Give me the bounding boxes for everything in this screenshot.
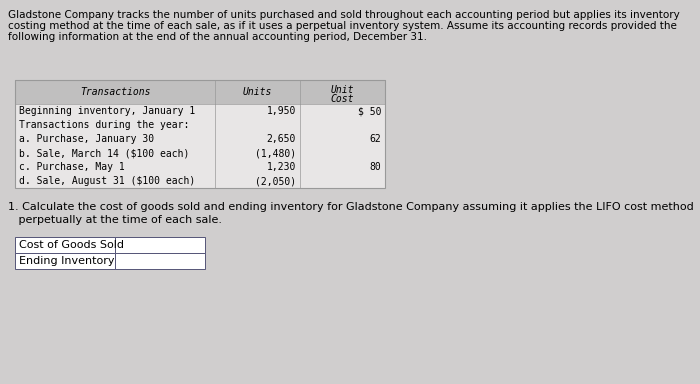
Text: Units: Units	[243, 87, 272, 97]
Bar	[15, 80, 385, 188]
Text: following information at the end of the annual accounting period, December 31.: following information at the end of the …	[8, 32, 427, 42]
Text: Transactions: Transactions	[80, 87, 150, 97]
Text: 1,230: 1,230	[267, 162, 296, 172]
Bar	[15, 104, 385, 118]
Text: b. Sale, March 14 ($100 each): b. Sale, March 14 ($100 each)	[19, 148, 190, 158]
Bar	[15, 160, 385, 174]
Bar	[15, 132, 385, 146]
Text: Beginning inventory, January 1: Beginning inventory, January 1	[19, 106, 195, 116]
Text: Ending Inventory: Ending Inventory	[19, 256, 115, 266]
Text: perpetually at the time of each sale.: perpetually at the time of each sale.	[8, 215, 222, 225]
Bar	[15, 237, 115, 253]
Bar	[15, 174, 385, 188]
Text: c. Purchase, May 1: c. Purchase, May 1	[19, 162, 125, 172]
Bar	[15, 80, 385, 104]
Text: 62: 62	[370, 134, 381, 144]
Bar	[15, 253, 115, 269]
Text: a. Purchase, January 30: a. Purchase, January 30	[19, 134, 154, 144]
Text: Cost: Cost	[330, 94, 354, 104]
Text: 1. Calculate the cost of goods sold and ending inventory for Gladstone Company a: 1. Calculate the cost of goods sold and …	[8, 202, 694, 212]
Text: costing method at the time of each sale, as if it uses a perpetual inventory sys: costing method at the time of each sale,…	[8, 21, 677, 31]
Text: 80: 80	[370, 162, 381, 172]
Bar	[115, 237, 205, 253]
Text: (2,050): (2,050)	[255, 176, 296, 186]
Text: 1,950: 1,950	[267, 106, 296, 116]
Text: 2,650: 2,650	[267, 134, 296, 144]
Text: Cost of Goods Sold: Cost of Goods Sold	[19, 240, 124, 250]
Text: Unit: Unit	[330, 85, 354, 95]
Bar	[115, 253, 205, 269]
Text: Gladstone Company tracks the number of units purchased and sold throughout each : Gladstone Company tracks the number of u…	[8, 10, 680, 20]
Bar	[15, 118, 385, 132]
Text: $ 50: $ 50	[358, 106, 381, 116]
Bar	[15, 146, 385, 160]
Text: d. Sale, August 31 ($100 each): d. Sale, August 31 ($100 each)	[19, 176, 195, 186]
Text: Transactions during the year:: Transactions during the year:	[19, 120, 190, 130]
Text: (1,480): (1,480)	[255, 148, 296, 158]
